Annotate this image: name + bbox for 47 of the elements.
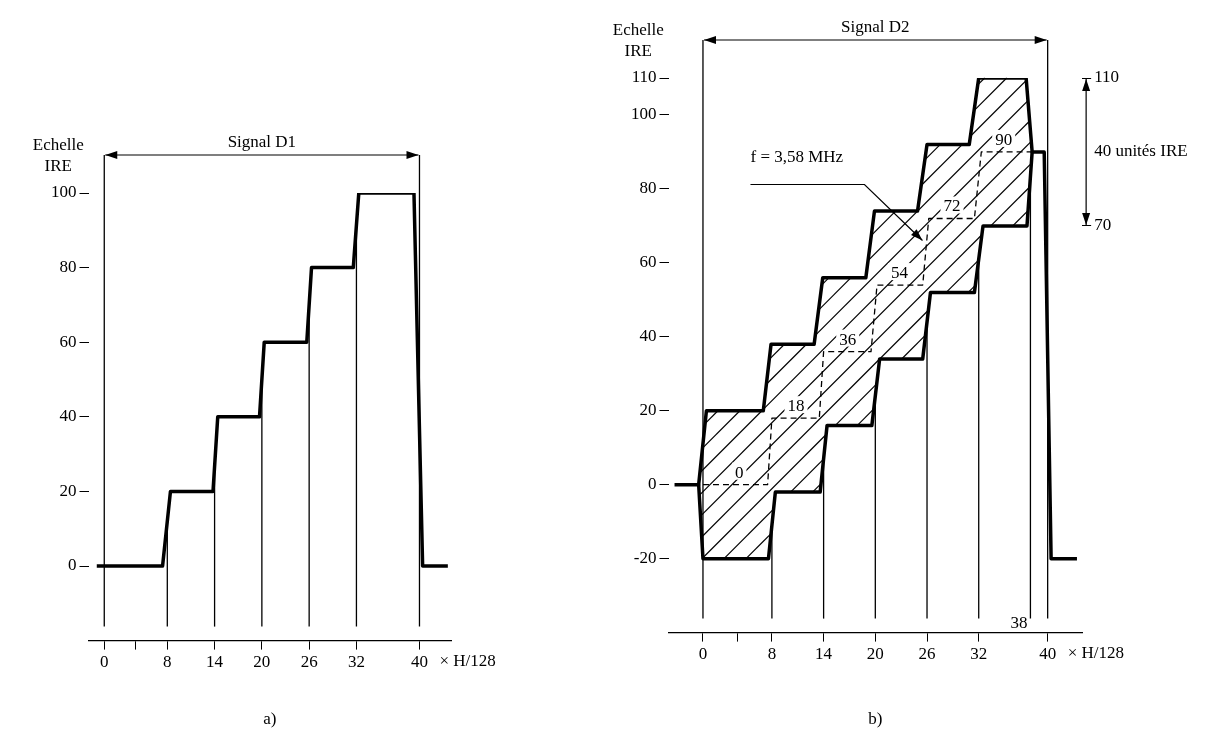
annotation: f = 3,58 MHz	[750, 147, 844, 167]
ref-line-label: 38	[1010, 612, 1028, 632]
x-tick-label: 20	[866, 644, 884, 664]
x-tick-label: 8	[767, 644, 777, 664]
y-tick-label: 40	[639, 326, 657, 346]
text: b)	[868, 709, 883, 728]
y-tick-label: 100	[51, 182, 77, 202]
annotation: 18	[787, 396, 805, 416]
y-tick-label: 0	[648, 474, 657, 494]
text: Signal D1	[227, 131, 297, 151]
y-tick-label: 80	[59, 257, 77, 277]
x-tick-label: 20	[253, 652, 271, 672]
x-tick-label: 26	[300, 652, 318, 672]
y-tick-label: 110	[631, 67, 657, 87]
text: a)	[263, 709, 277, 728]
annotation: 0	[734, 462, 744, 482]
x-tick-label: 14	[815, 644, 833, 664]
x-tick-label: 14	[206, 652, 224, 672]
y-tick-label: 60	[639, 252, 657, 272]
y2-tick-label: 110	[1094, 67, 1120, 87]
annotation: 90	[995, 129, 1013, 149]
x-tick-label: 26	[918, 644, 936, 664]
x-tick-label: 40	[1039, 644, 1057, 664]
y-tick-label: 100	[631, 104, 657, 124]
y2-axis-title: 40 unités IRE	[1094, 141, 1188, 161]
x-tick-label: 0	[100, 652, 109, 672]
y-tick-label: 20	[639, 400, 657, 420]
y-tick-label: 80	[639, 178, 657, 198]
y-tick-label: 20	[59, 480, 77, 500]
x-tick-label: 0	[698, 644, 708, 664]
x-tick-label: 8	[163, 652, 172, 672]
y-axis-title: Echelle IRE	[612, 20, 664, 60]
y-tick-label: 0	[68, 555, 77, 575]
annotation: 36	[839, 329, 857, 349]
x-tick-label: 40	[410, 652, 428, 672]
y-axis-title: Echelle IRE	[32, 135, 84, 175]
x-tick-label: 32	[347, 652, 365, 672]
y-tick-label: 40	[59, 406, 77, 426]
y-tick-label: -20	[633, 548, 657, 568]
x-axis-title: × H/128	[439, 650, 496, 670]
annotation: 72	[943, 196, 961, 216]
annotation: 54	[890, 263, 909, 283]
x-tick-label: 32	[970, 644, 988, 664]
text: Signal D2	[841, 16, 910, 36]
x-axis-title: × H/128	[1067, 642, 1125, 662]
y-tick-label: 60	[59, 331, 77, 351]
y2-tick-label: 70	[1094, 215, 1112, 235]
